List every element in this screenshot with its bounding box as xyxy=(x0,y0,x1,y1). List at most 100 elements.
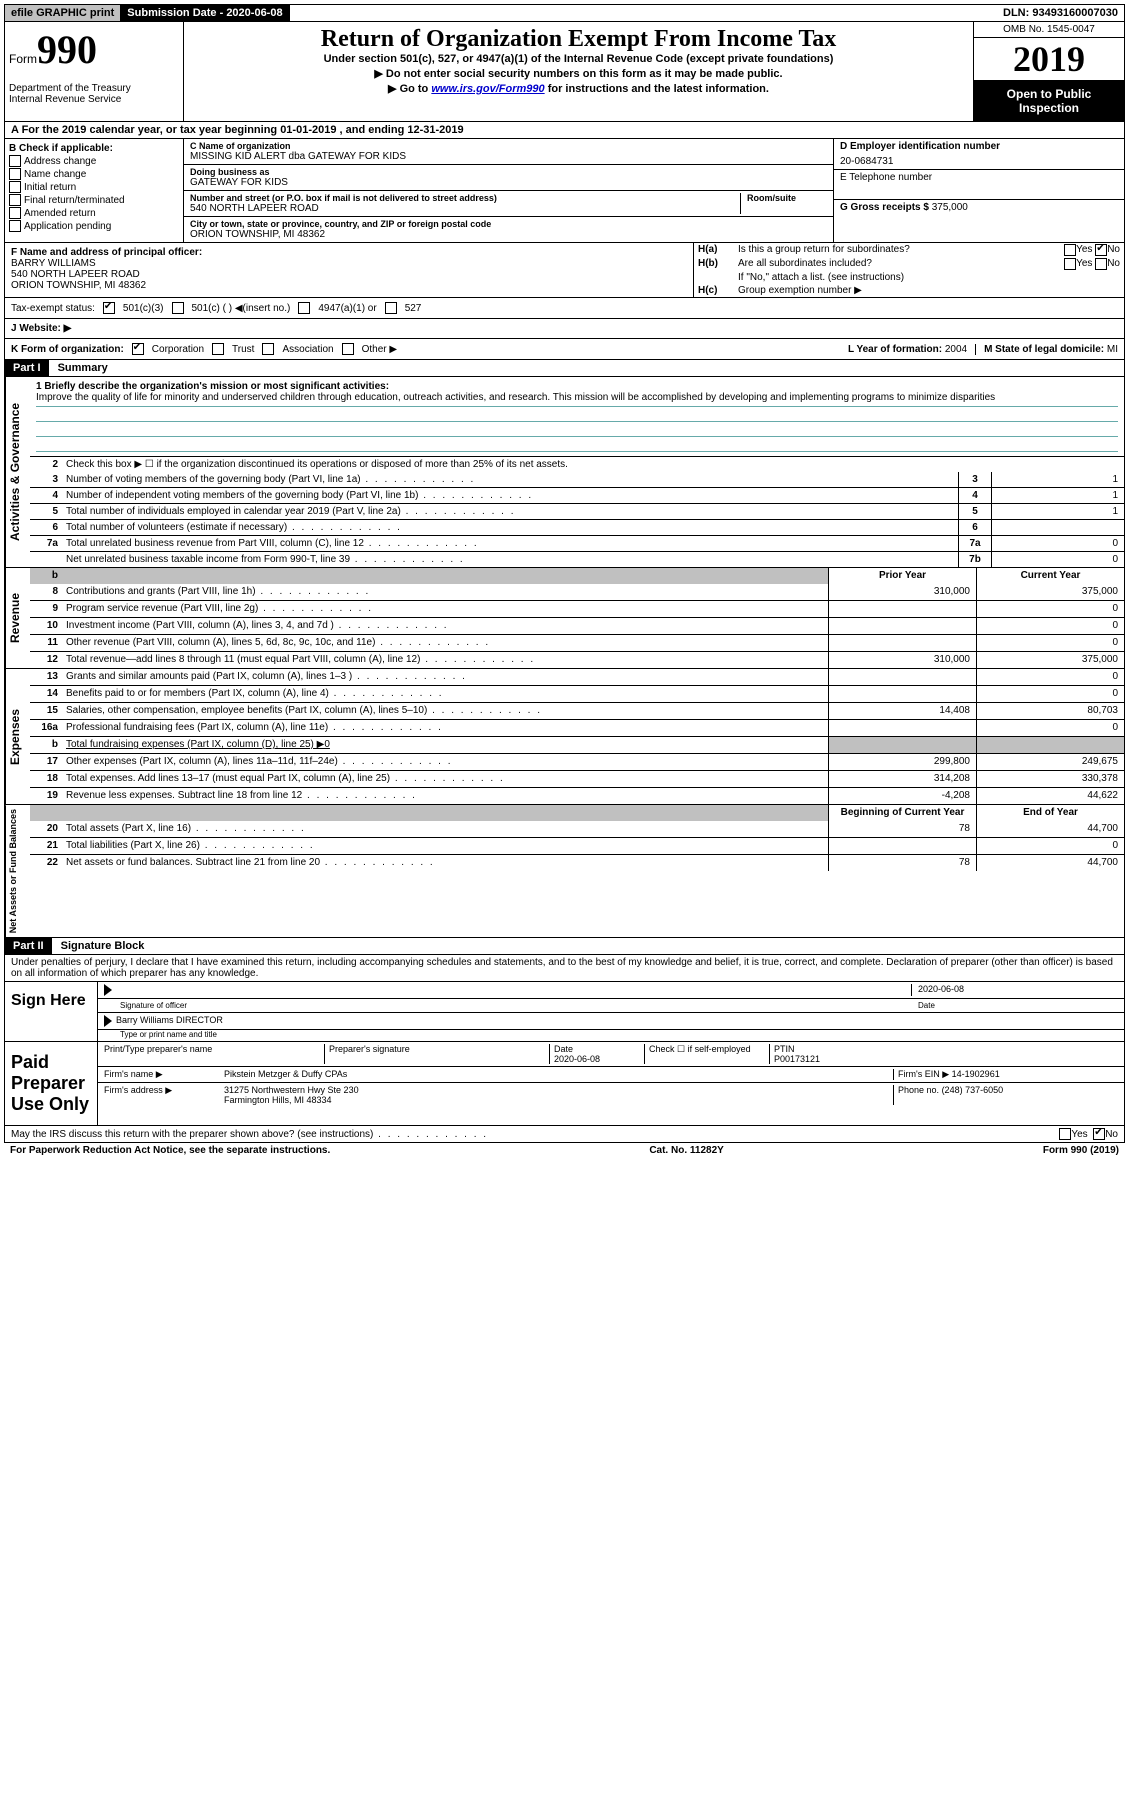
room-label: Room/suite xyxy=(747,193,827,203)
line-2: 2 Check this box ▶ ☐ if the organization… xyxy=(30,456,1124,472)
block-b-title: B Check if applicable: xyxy=(9,143,179,154)
col-boy: Beginning of Current Year xyxy=(828,805,976,821)
col-eoy: End of Year xyxy=(976,805,1124,821)
footer-right: Form 990 (2019) xyxy=(1043,1145,1119,1156)
block-h: H(a)Is this a group return for subordina… xyxy=(693,243,1124,297)
footer-left: For Paperwork Reduction Act Notice, see … xyxy=(10,1145,330,1156)
tel-label: E Telephone number xyxy=(840,172,1118,183)
ha-yes[interactable] xyxy=(1064,244,1076,256)
firm-addr2: Farmington Hills, MI 48334 xyxy=(224,1095,893,1105)
part1-netassets: Net Assets or Fund Balances Beginning of… xyxy=(4,805,1125,938)
check-amended[interactable]: Amended return xyxy=(9,207,179,219)
gov-line-4: 4Number of independent voting members of… xyxy=(30,487,1124,503)
gov-line-7b: Net unrelated business taxable income fr… xyxy=(30,551,1124,567)
open-inspection: Open to Public Inspection xyxy=(974,81,1124,121)
website-label: J Website: ▶ xyxy=(11,323,71,334)
discuss-yes[interactable] xyxy=(1059,1128,1071,1140)
addr-value: 540 NORTH LAPEER ROAD xyxy=(190,203,740,214)
q1-label: 1 Briefly describe the organization's mi… xyxy=(36,381,389,392)
ha-no[interactable] xyxy=(1095,244,1107,256)
check-final-return[interactable]: Final return/terminated xyxy=(9,194,179,206)
rev-line-11: 11Other revenue (Part VIII, column (A), … xyxy=(30,634,1124,651)
officer-addr2: ORION TOWNSHIP, MI 48362 xyxy=(11,280,687,291)
dba-value: GATEWAY FOR KIDS xyxy=(190,177,827,188)
part1-governance: Activities & Governance 1 Briefly descri… xyxy=(4,377,1125,568)
ein-value: 20-0684731 xyxy=(840,152,1118,167)
pp-check[interactable]: Check ☐ if self-employed xyxy=(644,1044,769,1064)
hb-yes[interactable] xyxy=(1064,258,1076,270)
warning-link: ▶ Go to www.irs.gov/Form990 for instruct… xyxy=(192,82,965,95)
footer-mid: Cat. No. 11282Y xyxy=(649,1145,723,1156)
dln: DLN: 93493160007030 xyxy=(997,5,1124,21)
top-bar: efile GRAPHIC print Submission Date - 20… xyxy=(4,4,1125,22)
status-501c[interactable] xyxy=(172,302,184,314)
year-box: OMB No. 1545-0047 2019 Open to Public In… xyxy=(973,22,1124,121)
net-header: Beginning of Current Year End of Year xyxy=(30,805,1124,821)
officer-name: BARRY WILLIAMS xyxy=(11,258,687,269)
check-address-change[interactable]: Address change xyxy=(9,155,179,167)
part1-revenue: Revenue b Prior Year Current Year 8Contr… xyxy=(4,568,1125,669)
h-b-note: If "No," attach a list. (see instruction… xyxy=(694,271,1124,284)
part2-title: Signature Block xyxy=(55,938,151,954)
sig-labels-1: Signature of officer Date xyxy=(98,999,1124,1013)
paid-preparer-block: Paid Preparer Use Only Print/Type prepar… xyxy=(4,1042,1125,1126)
gov-line-5: 5Total number of individuals employed in… xyxy=(30,503,1124,519)
mission-block: 1 Briefly describe the organization's mi… xyxy=(30,377,1124,456)
status-label: Tax-exempt status: xyxy=(11,303,95,314)
k-other[interactable] xyxy=(342,343,354,355)
k-assoc[interactable] xyxy=(262,343,274,355)
check-app-pending[interactable]: Application pending xyxy=(9,220,179,232)
mission-blank1 xyxy=(36,407,1118,422)
ptin-value: P00173121 xyxy=(774,1054,1118,1064)
vlabel-governance: Activities & Governance xyxy=(5,377,30,567)
status-501c3[interactable] xyxy=(103,302,115,314)
irs-link[interactable]: www.irs.gov/Form990 xyxy=(431,83,544,95)
k-form-row: K Form of organization: Corporation Trus… xyxy=(4,339,1125,360)
city-cell: City or town, state or province, country… xyxy=(184,217,833,242)
page-footer: For Paperwork Reduction Act Notice, see … xyxy=(4,1143,1125,1158)
tax-exempt-status-row: Tax-exempt status: 501(c)(3) 501(c) ( ) … xyxy=(4,298,1125,319)
org-name: MISSING KID ALERT dba GATEWAY FOR KIDS xyxy=(190,151,827,162)
perjury-statement: Under penalties of perjury, I declare th… xyxy=(4,955,1125,982)
hb-no[interactable] xyxy=(1095,258,1107,270)
phone-label: Phone no. xyxy=(898,1085,939,1095)
firm-addr-label: Firm's address ▶ xyxy=(104,1085,224,1105)
block-b-checks: B Check if applicable: Address change Na… xyxy=(5,139,184,242)
status-527[interactable] xyxy=(385,302,397,314)
k-label: K Form of organization: xyxy=(11,344,124,355)
title-box: Return of Organization Exempt From Incom… xyxy=(184,22,973,121)
part1-title: Summary xyxy=(52,360,114,376)
check-name-change[interactable]: Name change xyxy=(9,168,179,180)
form-header: Form990 Department of the Treasury Inter… xyxy=(4,22,1125,122)
org-info-row: B Check if applicable: Address change Na… xyxy=(4,139,1125,243)
tax-year: 2019 xyxy=(974,38,1124,81)
triangle-icon xyxy=(104,984,112,996)
dba-label: Doing business as xyxy=(190,167,827,177)
discuss-no[interactable] xyxy=(1093,1128,1105,1140)
sig-officer-line: 2020-06-08 xyxy=(98,982,1124,999)
m-label: M State of legal domicile: xyxy=(984,344,1104,355)
gross-label: G Gross receipts $ xyxy=(840,202,929,213)
status-4947[interactable] xyxy=(298,302,310,314)
l-value: 2004 xyxy=(945,344,967,355)
block-c-org: C Name of organization MISSING KID ALERT… xyxy=(184,139,833,242)
block-f-officer: F Name and address of principal officer:… xyxy=(5,243,693,297)
address-cell: Number and street (or P.O. box if mail i… xyxy=(184,191,833,217)
tel-value xyxy=(840,183,1118,197)
k-corp[interactable] xyxy=(132,343,144,355)
part1-header-row: Part I Summary xyxy=(4,360,1125,377)
check-initial-return[interactable]: Initial return xyxy=(9,181,179,193)
k-trust[interactable] xyxy=(212,343,224,355)
typed-name-line: Barry Williams DIRECTOR xyxy=(98,1013,1124,1030)
vlabel-revenue: Revenue xyxy=(5,568,30,668)
efile-link[interactable]: efile GRAPHIC print xyxy=(5,5,121,21)
col-prior: Prior Year xyxy=(828,568,976,584)
omb-number: OMB No. 1545-0047 xyxy=(974,22,1124,38)
form-word: Form xyxy=(9,52,37,66)
form-990: 990 xyxy=(37,27,97,72)
h-b: H(b)Are all subordinates included? Yes N… xyxy=(694,257,1124,271)
firm-name-label: Firm's name ▶ xyxy=(104,1069,224,1080)
discuss-text: May the IRS discuss this return with the… xyxy=(11,1129,1059,1140)
dba-cell: Doing business as GATEWAY FOR KIDS xyxy=(184,165,833,191)
pp-sig-label: Preparer's signature xyxy=(324,1044,549,1064)
